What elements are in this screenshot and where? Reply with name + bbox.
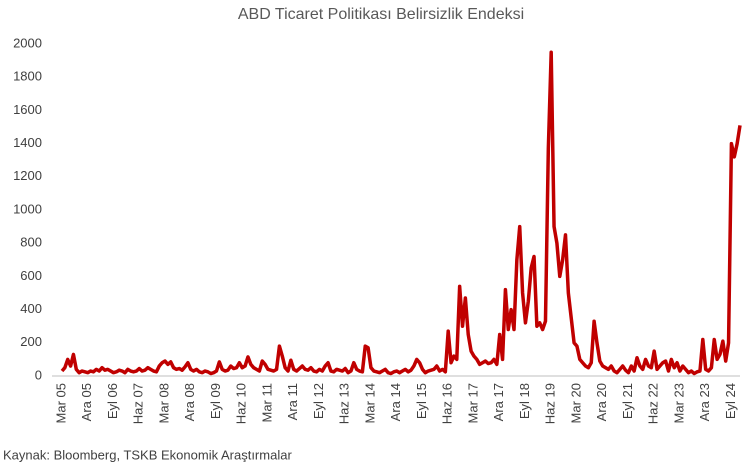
x-tick-label: Mar 11 xyxy=(259,383,274,423)
x-tick-label: Mar 14 xyxy=(362,383,377,423)
x-tick-label: Mar 05 xyxy=(53,383,68,423)
x-tick-label: Mar 23 xyxy=(671,383,686,423)
x-tick-label: Haz 16 xyxy=(440,383,455,424)
y-tick-label: 1000 xyxy=(13,201,42,216)
x-tick-label: Eyl 12 xyxy=(311,383,326,419)
y-tick-label: 400 xyxy=(20,301,42,316)
x-tick-label: Eyl 24 xyxy=(723,383,738,419)
x-tick-label: Ara 05 xyxy=(79,383,94,421)
x-tick-label: Ara 14 xyxy=(388,383,403,421)
x-tick-label: Ara 11 xyxy=(285,383,300,420)
y-tick-label: 1400 xyxy=(13,135,42,150)
y-tick-label: 1600 xyxy=(13,102,42,117)
y-tick-label: 2000 xyxy=(13,35,42,50)
x-tick-label: Eyl 09 xyxy=(208,383,223,419)
data-line xyxy=(60,50,742,376)
x-tick-label: Ara 17 xyxy=(491,383,506,421)
chart-title: ABD Ticaret Politikası Belirsizlik Endek… xyxy=(238,6,524,23)
y-tick-label: 600 xyxy=(20,268,42,283)
x-tick-label: Eyl 18 xyxy=(517,383,532,419)
source-note: Kaynak: Bloomberg, TSKB Ekonomik Araştır… xyxy=(3,447,292,462)
x-tick-label: Haz 13 xyxy=(337,383,352,424)
x-tick-label: Ara 20 xyxy=(594,383,609,421)
x-tick-label: Haz 22 xyxy=(646,383,661,424)
x-tick-label: Mar 17 xyxy=(465,383,480,423)
y-tick-label: 200 xyxy=(20,334,42,349)
y-tick-label: 1800 xyxy=(13,69,42,84)
x-tick-label: Mar 08 xyxy=(156,383,171,423)
x-tick-label: Haz 19 xyxy=(543,383,558,424)
x-tick-label: Ara 23 xyxy=(697,383,712,421)
x-tick-label: Haz 07 xyxy=(131,383,146,424)
x-tick-label: Eyl 21 xyxy=(620,383,635,419)
x-tick-label: Eyl 06 xyxy=(105,383,120,419)
x-tick-label: Haz 10 xyxy=(234,383,249,424)
y-tick-label: 800 xyxy=(20,235,42,250)
y-tick-label: 1200 xyxy=(13,168,42,183)
y-tick-label: 0 xyxy=(35,367,42,382)
x-tick-label: Eyl 15 xyxy=(414,383,429,419)
x-tick-label: Mar 20 xyxy=(568,383,583,423)
x-tick-label: Ara 08 xyxy=(182,383,197,421)
